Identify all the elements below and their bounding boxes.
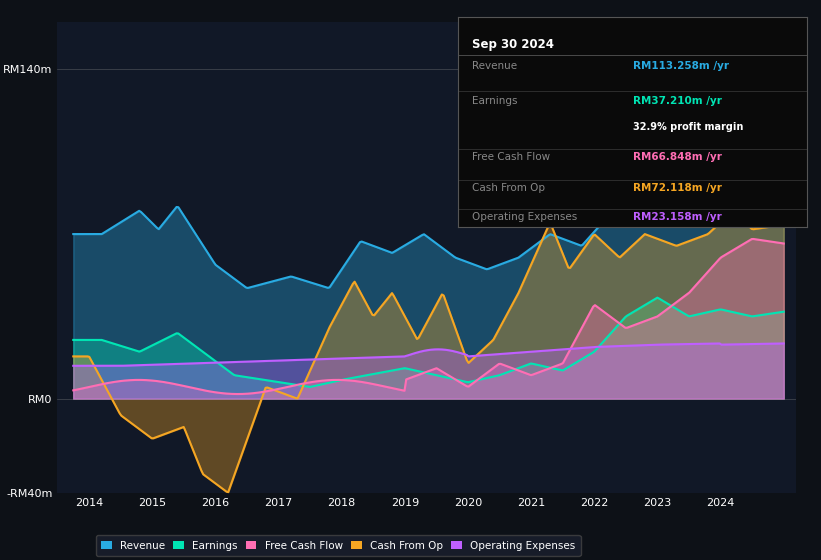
Text: RM23.158m /yr: RM23.158m /yr: [633, 212, 722, 222]
Text: Earnings: Earnings: [472, 96, 517, 105]
Text: RM37.210m /yr: RM37.210m /yr: [633, 96, 722, 105]
Legend: Revenue, Earnings, Free Cash Flow, Cash From Op, Operating Expenses: Revenue, Earnings, Free Cash Flow, Cash …: [96, 535, 580, 556]
Text: Revenue: Revenue: [472, 61, 517, 71]
Text: Free Cash Flow: Free Cash Flow: [472, 152, 550, 162]
Text: Operating Expenses: Operating Expenses: [472, 212, 577, 222]
Text: Cash From Op: Cash From Op: [472, 183, 545, 193]
Text: RM72.118m /yr: RM72.118m /yr: [633, 183, 722, 193]
Text: RM113.258m /yr: RM113.258m /yr: [633, 61, 728, 71]
Text: RM66.848m /yr: RM66.848m /yr: [633, 152, 722, 162]
Text: 32.9% profit margin: 32.9% profit margin: [633, 122, 743, 132]
Text: Sep 30 2024: Sep 30 2024: [472, 38, 554, 51]
